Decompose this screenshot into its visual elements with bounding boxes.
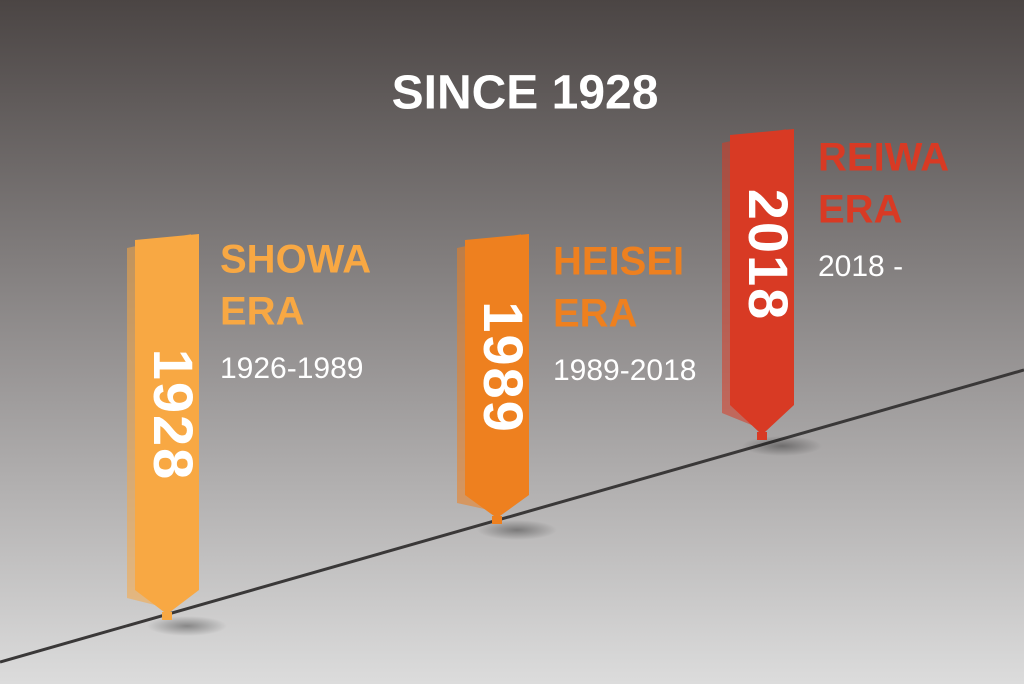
flag-shadow: [477, 520, 557, 540]
flag-shadow: [147, 616, 227, 636]
era-range: 1989-2018: [553, 354, 696, 387]
flag: [465, 234, 529, 516]
flag-year: 2018: [737, 189, 800, 322]
flags: 1928 SHOWA ERA 1926-1989 1989 HEISEI ERA 1989-2…: [127, 129, 949, 636]
era-name: ERA: [220, 290, 304, 334]
flag-shadow: [742, 436, 822, 456]
flag-year: 1928: [142, 349, 205, 482]
era-name: REIWA: [818, 136, 949, 180]
flag: [135, 234, 199, 612]
era-name: ERA: [818, 188, 902, 232]
flag: [730, 129, 794, 432]
flag-pin: [162, 612, 172, 620]
title: SINCE 1928: [392, 67, 659, 120]
flag-pin: [757, 432, 767, 440]
flag-pin: [492, 516, 502, 524]
flag-year: 1989: [472, 301, 535, 434]
era-name: ERA: [553, 292, 637, 336]
era-name: SHOWA: [220, 238, 371, 282]
era-name: HEISEI: [553, 240, 684, 284]
era-range: 2018 -: [818, 250, 903, 283]
era-range: 1926-1989: [220, 352, 363, 385]
